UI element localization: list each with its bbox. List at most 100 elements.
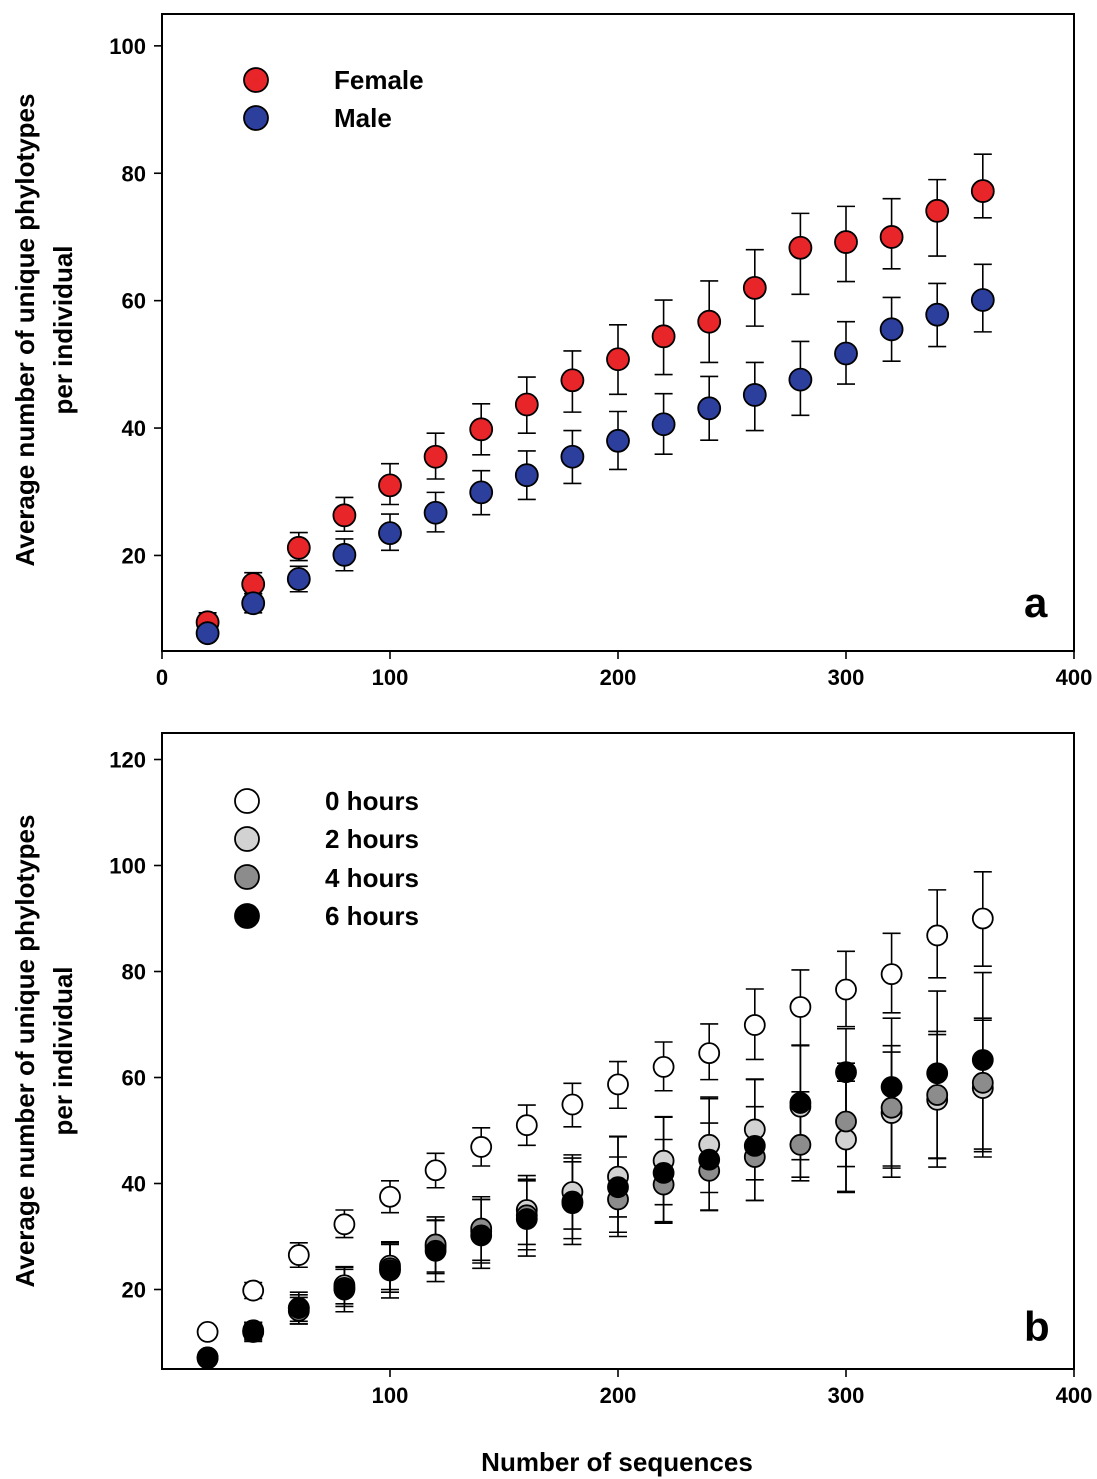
panel-a-point-male (879, 317, 904, 342)
panel-a-point-male (788, 367, 813, 392)
panel-b-point-6-hours (789, 1092, 812, 1114)
legend-label-female: Female (334, 65, 424, 95)
panel-a-points (195, 179, 995, 646)
x-axis-title: Number of sequences (481, 1447, 753, 1477)
panel-a-point-female (286, 535, 311, 560)
panel-b-x-tick-label: 300 (828, 1383, 865, 1408)
panel-a-point-female (788, 235, 813, 260)
panel-a-error-bars (198, 153, 992, 641)
panel-b-point-0-hours (880, 963, 903, 986)
panel-a-point-female (606, 347, 630, 372)
panel-a-ticks: 0 100 200 300 400 20 40 60 80 100 (109, 34, 1092, 690)
panel-a-point-female (925, 198, 950, 223)
panel-b-point-6-hours (242, 1321, 265, 1343)
panel-a-point-male (651, 412, 676, 437)
panel-b-point-0-hours (333, 1213, 356, 1236)
panel-b-point-0-hours (607, 1073, 629, 1096)
panel-a-point-female (560, 368, 585, 393)
legend-marker-6-hours (234, 903, 260, 929)
panel-a-point-male (560, 444, 585, 469)
panel-a-point-male (606, 428, 630, 453)
panel-a-point-female (514, 392, 539, 417)
panel-a-legend: Female Male (243, 65, 424, 133)
legend-marker-0-hours (234, 788, 260, 814)
panel-b-points (196, 907, 994, 1370)
panel-b-point-0-hours (789, 996, 812, 1018)
panel-a-y-tick-label: 20 (122, 543, 146, 568)
panel-b-ylabel-line2: per individual (48, 966, 78, 1135)
panel-a-x-tick-label: 300 (828, 665, 865, 690)
panel-b-ylabel-line1: Average number of unique phylotypes (10, 815, 40, 1288)
panel-a-point-female (378, 473, 402, 498)
panel-b-point-6-hours (470, 1224, 493, 1247)
panel-a-point-male (742, 383, 767, 407)
panel-b-letter: b (1024, 1303, 1050, 1350)
panel-b-point-4-hours (835, 1110, 857, 1133)
panel-a-y-tick-label: 80 (122, 161, 146, 186)
panel-a-point-female (651, 324, 676, 349)
panel-b-point-6-hours (971, 1049, 994, 1071)
panel-a-point-female (697, 309, 722, 334)
panel-a-point-male (332, 542, 357, 567)
panel-b-point-0-hours (470, 1136, 493, 1158)
panel-a-x-tick-label: 200 (600, 665, 637, 690)
panel-a-letter: a (1024, 579, 1048, 626)
legend-label-male: Male (334, 103, 392, 133)
panel-b-point-0-hours (287, 1244, 310, 1266)
panel-b-point-4-hours (880, 1096, 903, 1119)
legend-marker-4-hours (234, 864, 260, 890)
panel-b-y-tick-label: 60 (122, 1066, 146, 1091)
panel-b-x-tick-label: 400 (1056, 1383, 1093, 1408)
panel-a-point-male (286, 567, 311, 591)
panel-a-point-male (514, 463, 539, 488)
panel-a: 0 100 200 300 400 20 40 60 80 100 Average number … (10, 13, 1092, 690)
panel-a-x-tick-label: 0 (156, 665, 168, 690)
panel-b-point-6-hours (379, 1259, 401, 1282)
panel-a-point-female (970, 179, 995, 203)
panel-b-ticks: 100 200 300 400 20 40 60 80 100 120 (109, 748, 1092, 1409)
panel-b-point-6-hours (196, 1346, 219, 1369)
panel-b-point-0-hours (561, 1093, 584, 1116)
panel-a-x-tick-label: 100 (372, 665, 409, 690)
legend-marker-male (243, 105, 269, 131)
panel-a-point-female (332, 503, 357, 528)
panel-a-y-tick-label: 100 (109, 34, 146, 59)
panel-b-point-4-hours (971, 1071, 994, 1094)
panel-b-point-4-hours (926, 1084, 949, 1106)
panel-a-x-tick-label: 400 (1056, 665, 1093, 690)
panel-b-point-6-hours (698, 1148, 721, 1171)
panel-b-error-bars (198, 871, 992, 1365)
panel-b-error-bar-6-hours (837, 1027, 855, 1193)
legend-label-0-hours: 0 hours (325, 786, 419, 816)
legend-label-4-hours: 4 hours (325, 863, 419, 893)
panel-b-point-0-hours (242, 1279, 265, 1302)
panel-b-point-6-hours (835, 1061, 857, 1084)
panel-b-point-0-hours (515, 1114, 538, 1137)
panel-b-point-6-hours (926, 1062, 949, 1085)
panel-a-point-female (879, 225, 904, 249)
panel-b-y-tick-label: 120 (109, 748, 146, 773)
panel-b-point-6-hours (561, 1192, 584, 1215)
panel-a-point-male (697, 396, 722, 421)
panel-b-point-6-hours (607, 1176, 629, 1199)
panel-b-y-tick-label: 40 (122, 1172, 146, 1197)
panel-b-point-6-hours (743, 1134, 766, 1157)
panel-b-point-6-hours (515, 1208, 538, 1230)
panel-b-point-0-hours (196, 1321, 219, 1343)
panel-b-point-0-hours (698, 1042, 721, 1065)
panel-b-point-2-hours (835, 1128, 857, 1151)
panel-a-point-male (378, 521, 402, 546)
legend-label-6-hours: 6 hours (325, 901, 419, 931)
panel-b-point-0-hours (835, 978, 857, 1001)
panel-b-x-tick-label: 100 (372, 1383, 409, 1408)
panel-a-point-male (423, 500, 448, 525)
panel-a-point-female (469, 417, 494, 442)
panel-b-point-0-hours (926, 924, 949, 947)
legend-marker-female (243, 67, 269, 93)
panel-a-ylabel-line1: Average number of unique phylotypes (10, 94, 40, 567)
panel-b-point-0-hours (424, 1159, 447, 1182)
panel-b-point-0-hours (971, 907, 994, 930)
legend-marker-2-hours (234, 826, 260, 852)
panel-b-point-6-hours (333, 1278, 356, 1301)
